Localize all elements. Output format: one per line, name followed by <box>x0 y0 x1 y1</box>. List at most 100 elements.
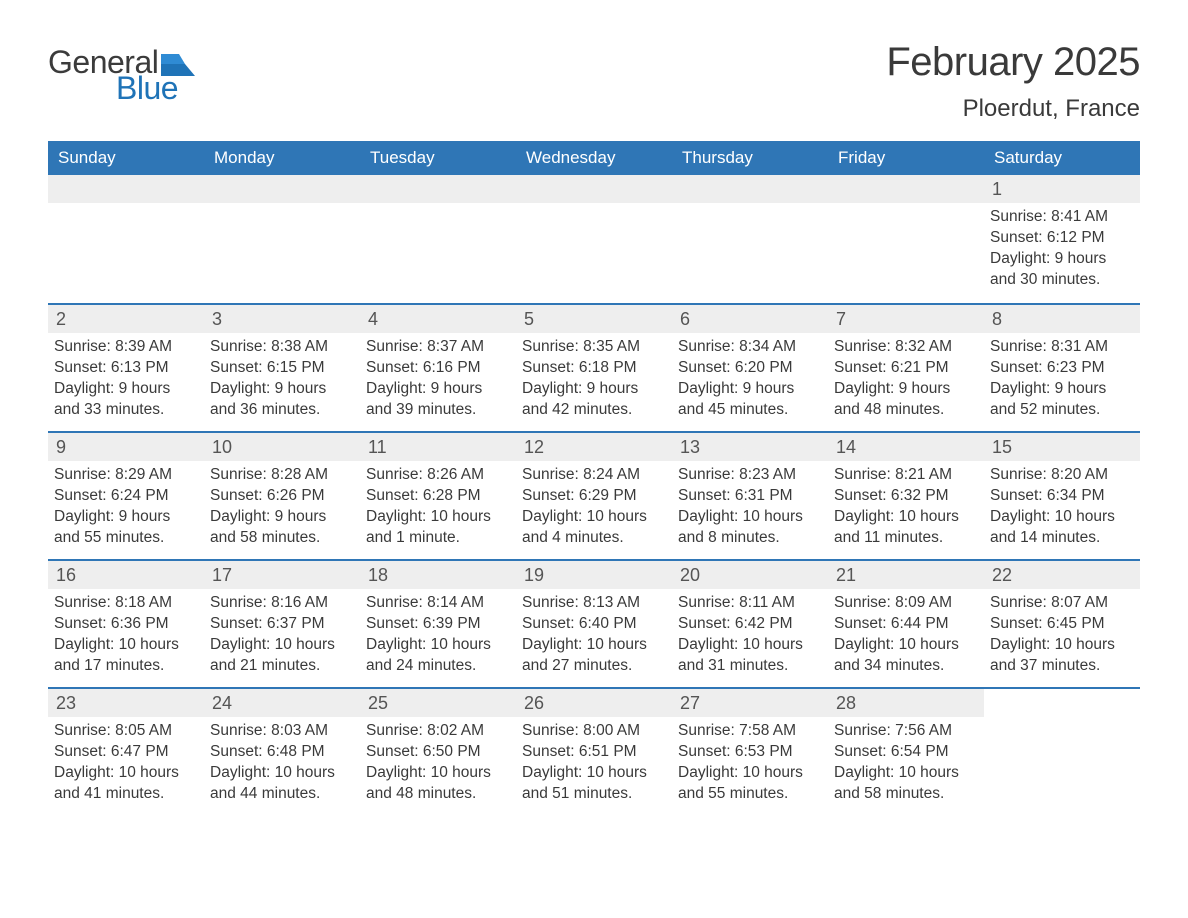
sunset-text: Sunset: 6:23 PM <box>990 358 1134 379</box>
sunset-text: Sunset: 6:44 PM <box>834 614 978 635</box>
day-header-wednesday: Wednesday <box>516 141 672 175</box>
day-number: 17 <box>204 561 360 589</box>
sunrise-text: Sunrise: 8:29 AM <box>54 465 198 486</box>
daylight-text: and 45 minutes. <box>678 400 822 421</box>
daylight-text: and 36 minutes. <box>210 400 354 421</box>
daylight-text: Daylight: 9 hours <box>678 379 822 400</box>
day-number: 2 <box>48 305 204 333</box>
sunrise-text: Sunrise: 8:11 AM <box>678 593 822 614</box>
day-cell: 13Sunrise: 8:23 AMSunset: 6:31 PMDayligh… <box>672 433 828 559</box>
day-number: 7 <box>828 305 984 333</box>
day-number: 27 <box>672 689 828 717</box>
sunset-text: Sunset: 6:31 PM <box>678 486 822 507</box>
day-cell: 23Sunrise: 8:05 AMSunset: 6:47 PMDayligh… <box>48 689 204 815</box>
daylight-text: Daylight: 10 hours <box>990 507 1134 528</box>
day-number: 11 <box>360 433 516 461</box>
day-header-saturday: Saturday <box>984 141 1140 175</box>
day-cell-blank <box>672 175 828 303</box>
day-number: 24 <box>204 689 360 717</box>
day-number <box>984 689 1140 717</box>
day-number: 28 <box>828 689 984 717</box>
day-number <box>516 175 672 203</box>
daylight-text: and 17 minutes. <box>54 656 198 677</box>
day-number: 14 <box>828 433 984 461</box>
sunrise-text: Sunrise: 8:21 AM <box>834 465 978 486</box>
daylight-text: Daylight: 9 hours <box>366 379 510 400</box>
day-header-friday: Friday <box>828 141 984 175</box>
sunrise-text: Sunrise: 8:32 AM <box>834 337 978 358</box>
sunset-text: Sunset: 6:21 PM <box>834 358 978 379</box>
daylight-text: and 34 minutes. <box>834 656 978 677</box>
daylight-text: Daylight: 9 hours <box>522 379 666 400</box>
day-header-row: SundayMondayTuesdayWednesdayThursdayFrid… <box>48 141 1140 175</box>
day-cell-blank <box>516 175 672 303</box>
day-number: 25 <box>360 689 516 717</box>
daylight-text: and 33 minutes. <box>54 400 198 421</box>
sunrise-text: Sunrise: 8:26 AM <box>366 465 510 486</box>
daylight-text: Daylight: 9 hours <box>54 507 198 528</box>
daylight-text: Daylight: 9 hours <box>834 379 978 400</box>
logo: General Blue <box>48 46 195 104</box>
sunset-text: Sunset: 6:12 PM <box>990 228 1134 249</box>
daylight-text: and 27 minutes. <box>522 656 666 677</box>
day-cell: 5Sunrise: 8:35 AMSunset: 6:18 PMDaylight… <box>516 305 672 431</box>
sunrise-text: Sunrise: 8:03 AM <box>210 721 354 742</box>
daylight-text: and 39 minutes. <box>366 400 510 421</box>
daylight-text: Daylight: 10 hours <box>678 763 822 784</box>
day-cell-blank <box>828 175 984 303</box>
day-cell: 2Sunrise: 8:39 AMSunset: 6:13 PMDaylight… <box>48 305 204 431</box>
sunrise-text: Sunrise: 8:00 AM <box>522 721 666 742</box>
calendar: SundayMondayTuesdayWednesdayThursdayFrid… <box>48 141 1140 815</box>
sunset-text: Sunset: 6:45 PM <box>990 614 1134 635</box>
day-cell: 7 Sunrise: 8:32 AMSunset: 6:21 PMDaylight… <box>828 305 984 431</box>
daylight-text: and 52 minutes. <box>990 400 1134 421</box>
sunset-text: Sunset: 6:28 PM <box>366 486 510 507</box>
day-number: 8 <box>984 305 1140 333</box>
logo-word-blue: Blue <box>116 72 195 104</box>
daylight-text: and 11 minutes. <box>834 528 978 549</box>
day-cell: 28Sunrise: 7:56 AMSunset: 6:54 PMDayligh… <box>828 689 984 815</box>
day-number: 9 <box>48 433 204 461</box>
day-number: 16 <box>48 561 204 589</box>
daylight-text: Daylight: 10 hours <box>210 763 354 784</box>
sunset-text: Sunset: 6:32 PM <box>834 486 978 507</box>
day-number: 26 <box>516 689 672 717</box>
daylight-text: Daylight: 10 hours <box>366 507 510 528</box>
sunset-text: Sunset: 6:51 PM <box>522 742 666 763</box>
daylight-text: and 30 minutes. <box>990 270 1134 291</box>
daylight-text: Daylight: 10 hours <box>54 763 198 784</box>
day-number: 1 <box>984 175 1140 203</box>
day-header-tuesday: Tuesday <box>360 141 516 175</box>
day-cell: 11 Sunrise: 8:26 AMSunset: 6:28 PMDayligh… <box>360 433 516 559</box>
sunrise-text: Sunrise: 8:13 AM <box>522 593 666 614</box>
daylight-text: and 51 minutes. <box>522 784 666 805</box>
daylight-text: and 41 minutes. <box>54 784 198 805</box>
daylight-text: and 14 minutes. <box>990 528 1134 549</box>
day-cell: 9 Sunrise: 8:29 AMSunset: 6:24 PMDaylight… <box>48 433 204 559</box>
day-number <box>672 175 828 203</box>
sunset-text: Sunset: 6:24 PM <box>54 486 198 507</box>
daylight-text: and 37 minutes. <box>990 656 1134 677</box>
sunrise-text: Sunrise: 8:38 AM <box>210 337 354 358</box>
day-number: 6 <box>672 305 828 333</box>
day-cell: 10Sunrise: 8:28 AMSunset: 6:26 PMDayligh… <box>204 433 360 559</box>
sunrise-text: Sunrise: 8:24 AM <box>522 465 666 486</box>
sunrise-text: Sunrise: 8:05 AM <box>54 721 198 742</box>
sunset-text: Sunset: 6:15 PM <box>210 358 354 379</box>
week-row: 9Sunrise: 8:29 AMSunset: 6:24 PMDaylight… <box>48 431 1140 559</box>
sunset-text: Sunset: 6:37 PM <box>210 614 354 635</box>
week-row: 16Sunrise: 8:18 AMSunset: 6:36 PMDayligh… <box>48 559 1140 687</box>
sunrise-text: Sunrise: 7:56 AM <box>834 721 978 742</box>
day-cell: 8Sunrise: 8:31 AMSunset: 6:23 PMDaylight… <box>984 305 1140 431</box>
sunrise-text: Sunrise: 8:34 AM <box>678 337 822 358</box>
sunrise-text: Sunrise: 8:02 AM <box>366 721 510 742</box>
day-number: 12 <box>516 433 672 461</box>
daylight-text: and 55 minutes. <box>54 528 198 549</box>
daylight-text: Daylight: 9 hours <box>990 249 1134 270</box>
daylight-text: Daylight: 10 hours <box>210 635 354 656</box>
month-title: February 2025 <box>886 40 1140 85</box>
daylight-text: Daylight: 9 hours <box>54 379 198 400</box>
daylight-text: Daylight: 10 hours <box>834 763 978 784</box>
sunrise-text: Sunrise: 8:18 AM <box>54 593 198 614</box>
day-number: 23 <box>48 689 204 717</box>
